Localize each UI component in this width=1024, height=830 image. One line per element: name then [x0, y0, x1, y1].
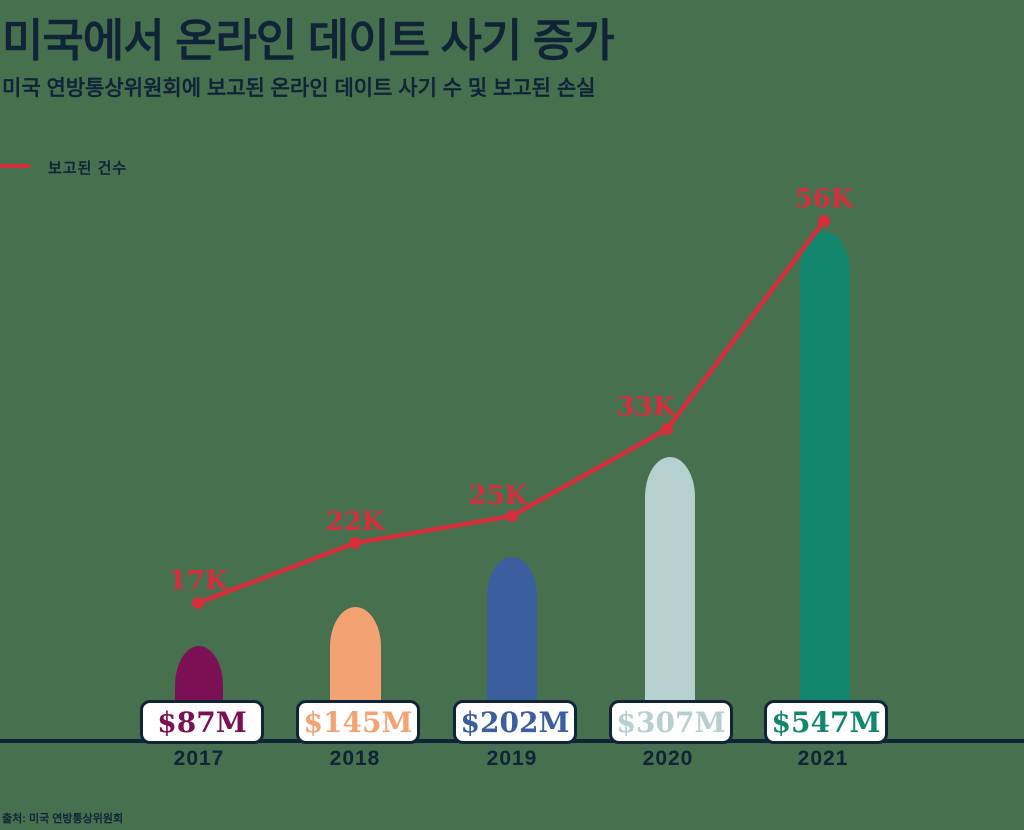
legend-line-swatch-icon [0, 164, 30, 168]
page-subtitle: 미국 연방통상위원회에 보고된 온라인 데이트 사기 수 및 보고된 손실 [2, 77, 596, 100]
line-point-2020 [661, 423, 673, 435]
value-box-2017: $87M [140, 700, 264, 744]
year-label-2020: 2020 [642, 747, 694, 770]
point-label-2018: 22K [325, 507, 385, 537]
value-box-2020: $307M [609, 700, 733, 744]
value-box-2019: $202M [453, 700, 577, 744]
page-title: 미국에서 온라인 데이트 사기 증가 [2, 15, 615, 66]
year-label-2018: 2018 [329, 747, 381, 770]
line-point-2018 [349, 537, 361, 549]
line-point-2021 [818, 215, 830, 227]
value-box-2018: $145M [296, 700, 420, 744]
line-point-2019 [506, 510, 518, 522]
year-label-2021: 2021 [797, 747, 849, 770]
year-label-2019: 2019 [486, 747, 538, 770]
legend-label: 보고된 건수 [48, 160, 128, 177]
value-box-2021: $547M [764, 700, 888, 744]
point-label-2017: 17K [168, 566, 228, 596]
source-note: 출처: 미국 연방통상위원회 [2, 813, 124, 825]
point-label-2019: 25K [468, 481, 528, 511]
point-label-2021: 56K [794, 184, 854, 214]
bar-2021 [800, 232, 850, 743]
line-point-2017 [192, 597, 204, 609]
year-label-2017: 2017 [173, 747, 225, 770]
point-label-2020: 33K [616, 392, 676, 422]
